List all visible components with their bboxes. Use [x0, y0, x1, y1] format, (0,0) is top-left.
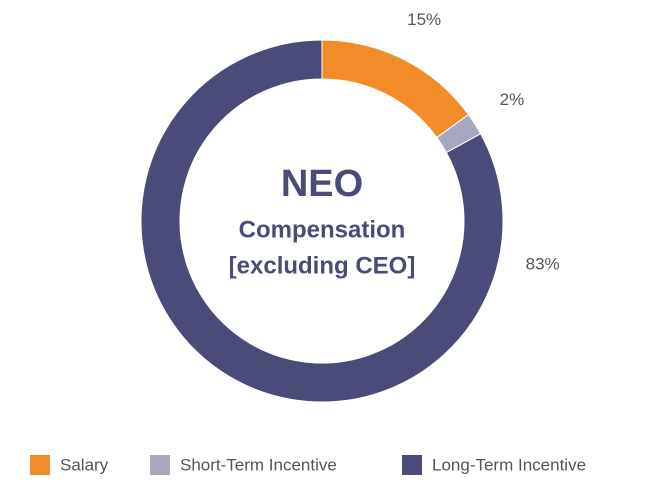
donut-segment	[140, 39, 504, 403]
legend-swatch	[150, 455, 170, 475]
data-label: 2%	[500, 90, 525, 109]
center-subtitle: [excluding CEO]	[229, 252, 416, 279]
data-label: 15%	[407, 10, 441, 29]
donut-segment	[321, 39, 470, 139]
legend-swatch	[30, 455, 50, 475]
center-title: NEO	[281, 163, 363, 205]
center-subtitle: Compensation	[239, 216, 406, 243]
legend-swatch	[402, 455, 422, 475]
legend-label: Long-Term Incentive	[432, 455, 586, 474]
legend-label: Salary	[60, 455, 109, 474]
legend-label: Short-Term Incentive	[180, 455, 337, 474]
data-label: 83%	[526, 255, 560, 274]
